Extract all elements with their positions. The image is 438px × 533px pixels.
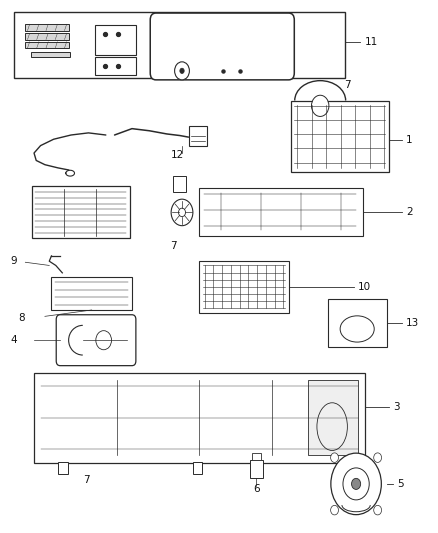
Text: 7: 7 [83,475,89,484]
Circle shape [374,453,381,463]
Text: 5: 5 [397,479,404,489]
FancyBboxPatch shape [31,52,70,57]
FancyBboxPatch shape [199,188,363,236]
Text: 1: 1 [406,135,413,145]
Text: 10: 10 [358,281,371,292]
FancyBboxPatch shape [251,460,262,478]
Circle shape [96,330,112,350]
Text: 13: 13 [406,318,420,328]
FancyBboxPatch shape [328,300,387,347]
FancyBboxPatch shape [193,462,202,474]
FancyBboxPatch shape [188,126,207,146]
Circle shape [180,68,184,74]
FancyBboxPatch shape [252,453,261,460]
FancyBboxPatch shape [95,57,136,75]
Circle shape [179,208,185,216]
FancyBboxPatch shape [56,315,136,366]
Circle shape [374,505,381,515]
FancyBboxPatch shape [58,462,67,474]
Text: 7: 7 [344,79,351,90]
FancyBboxPatch shape [25,24,69,30]
FancyBboxPatch shape [25,42,69,48]
Circle shape [311,95,329,116]
FancyBboxPatch shape [199,261,289,313]
FancyBboxPatch shape [150,13,294,80]
Circle shape [175,62,189,80]
Circle shape [343,468,369,500]
FancyBboxPatch shape [34,373,365,463]
Text: 9: 9 [10,256,17,266]
Text: 7: 7 [170,241,177,252]
FancyBboxPatch shape [173,176,186,192]
FancyBboxPatch shape [291,101,389,172]
Text: 6: 6 [253,484,260,494]
FancyBboxPatch shape [14,12,345,78]
FancyBboxPatch shape [25,33,69,39]
Text: 4: 4 [10,335,17,345]
FancyBboxPatch shape [32,187,130,238]
Circle shape [352,478,360,489]
Text: 2: 2 [406,207,413,217]
Text: 12: 12 [171,150,184,160]
Circle shape [331,505,339,515]
FancyBboxPatch shape [308,381,358,455]
Circle shape [331,453,339,463]
Text: 8: 8 [18,313,25,323]
Text: 3: 3 [393,402,400,412]
Circle shape [331,453,381,515]
FancyBboxPatch shape [51,277,132,310]
Circle shape [171,199,193,225]
Text: 11: 11 [365,37,378,47]
FancyBboxPatch shape [95,25,136,55]
